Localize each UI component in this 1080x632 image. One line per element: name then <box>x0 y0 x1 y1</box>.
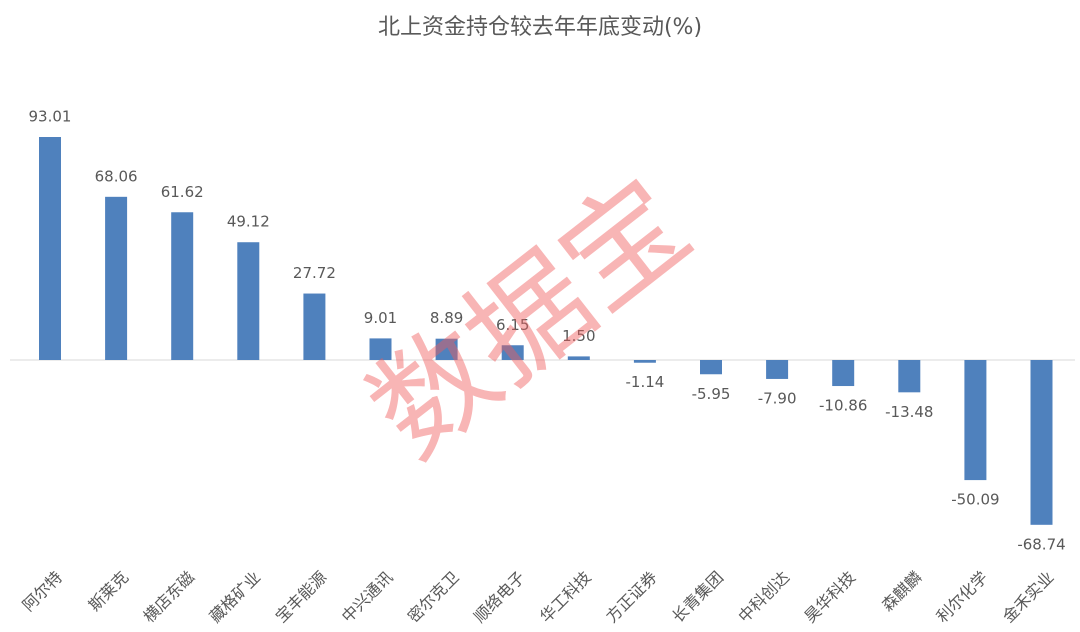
data-label: 49.12 <box>227 213 270 231</box>
bar <box>39 137 61 360</box>
bar <box>898 360 921 393</box>
bar <box>105 196 128 360</box>
data-label: 68.06 <box>95 167 138 185</box>
bar <box>766 360 789 379</box>
bar <box>700 360 722 375</box>
data-label: -1.14 <box>625 373 664 391</box>
data-label: -13.48 <box>885 403 933 421</box>
data-label: 8.89 <box>430 309 463 327</box>
data-label: -10.86 <box>819 397 867 415</box>
bar <box>832 360 855 387</box>
data-label: -50.09 <box>951 491 999 509</box>
data-label: -7.90 <box>758 389 797 407</box>
data-label: 1.50 <box>562 327 595 345</box>
data-label: 27.72 <box>293 264 336 282</box>
bar <box>303 293 326 360</box>
data-label: -68.74 <box>1017 535 1065 553</box>
bar <box>435 338 458 360</box>
chart-title: 北上资金持仓较去年年底变动(%) <box>378 15 702 40</box>
data-label: 6.15 <box>496 316 529 334</box>
bar <box>171 212 194 360</box>
bar <box>1030 360 1053 525</box>
data-label: 9.01 <box>364 309 397 327</box>
data-label: 93.01 <box>29 108 72 126</box>
data-label: 61.62 <box>161 183 204 201</box>
bar <box>369 338 392 360</box>
bar <box>501 345 524 360</box>
bar <box>237 242 260 360</box>
data-label: -5.95 <box>692 385 731 403</box>
bar <box>964 360 987 481</box>
bar <box>633 360 656 363</box>
bar <box>567 356 590 360</box>
